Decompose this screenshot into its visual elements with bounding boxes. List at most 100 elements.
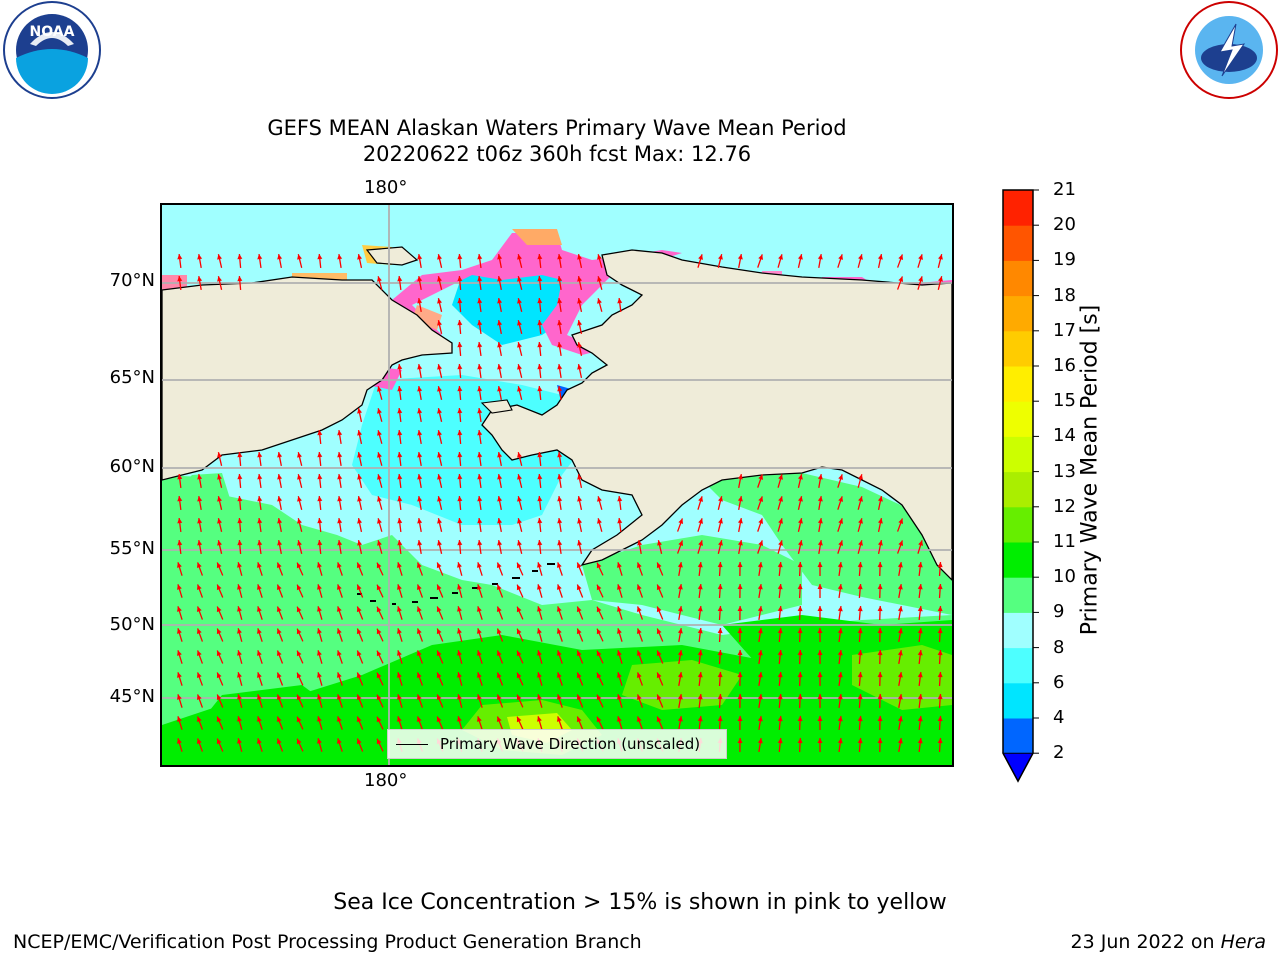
wave-arrow-head: [798, 540, 803, 546]
wave-arrow-head: [457, 342, 463, 348]
wave-arrow-head: [317, 738, 322, 744]
wave-arrow-head: [537, 386, 543, 392]
wave-arrow-head: [477, 496, 483, 502]
wave-arrow-head: [877, 716, 883, 722]
wave-arrow-head: [197, 496, 203, 502]
wave-arrow-head: [576, 716, 582, 723]
wave-arrow-head: [356, 650, 362, 657]
colorbar-tick-label: 8: [1053, 636, 1065, 658]
wave-arrow-head: [177, 606, 182, 612]
wave-arrow-head: [376, 694, 382, 701]
sea-ice-note: Sea Ice Concentration > 15% is shown in …: [333, 890, 947, 915]
wave-arrow-head: [397, 650, 402, 656]
wave-arrow-head: [758, 518, 764, 524]
wave-arrow-head: [257, 562, 262, 568]
wave-arrow-head: [317, 540, 323, 546]
wave-arrow-head: [858, 254, 863, 260]
wave-arrow-head: [457, 606, 462, 612]
wave-arrow-head: [698, 518, 703, 524]
wave-arrow-head: [357, 430, 363, 436]
wave-arrow-head: [177, 496, 183, 502]
wave-arrow-head: [757, 584, 763, 590]
wave-arrow-head: [697, 672, 703, 678]
wave-arrow-head: [477, 298, 483, 304]
wave-arrow-head: [436, 584, 442, 591]
wave-arrow-head: [596, 584, 602, 591]
wave-arrow-head: [357, 474, 363, 480]
wave-arrow-head: [216, 562, 222, 569]
wave-arrow-head: [376, 738, 382, 745]
wave-arrow-head: [217, 518, 222, 524]
wave-arrow-head: [216, 650, 222, 657]
wave-arrow-head: [737, 716, 743, 722]
wave-arrow-head: [397, 716, 402, 722]
wave-arrow-head: [257, 584, 262, 590]
wave-arrow-head: [177, 540, 183, 546]
colorbar-segment: [1003, 260, 1033, 297]
wave-arrow-head: [757, 650, 763, 656]
wave-arrow-head: [397, 364, 403, 370]
wave-arrow-head: [497, 364, 503, 370]
wave-arrow-head: [216, 628, 222, 635]
wave-arrow-head: [237, 672, 242, 678]
wave-arrow-head: [597, 298, 602, 304]
colorbar-tick-label: 10: [1053, 566, 1076, 588]
wave-arrow-head: [898, 518, 904, 524]
wave-arrow-head: [797, 584, 803, 590]
wave-arrow-head: [356, 606, 362, 613]
wave-arrow-head: [858, 518, 863, 524]
wave-arrow-head: [778, 474, 783, 480]
wave-arrow-head: [417, 474, 423, 480]
wave-arrow-head: [277, 496, 283, 502]
wave-arrow-head: [217, 254, 222, 260]
wave-arrow-head: [817, 606, 823, 611]
colorbar-tick-label: 20: [1053, 214, 1076, 236]
aleutian-islands: [357, 563, 555, 605]
colorbar-segment: [1003, 225, 1033, 261]
wave-arrow-head: [537, 628, 542, 634]
wave-arrow-head: [257, 606, 262, 612]
wave-arrow-head: [377, 496, 382, 502]
colorbar-under-triangle: [1002, 752, 1034, 783]
wave-arrow-head: [697, 694, 703, 700]
wave-arrow-head: [817, 738, 823, 743]
wave-arrow-head: [357, 408, 363, 414]
wave-arrow-head: [477, 518, 483, 524]
wave-arrow-head: [196, 628, 202, 634]
wave-arrow-head: [656, 694, 662, 701]
wave-arrow-head: [537, 452, 543, 458]
wave-arrow-head: [477, 672, 482, 678]
wave-arrow-head: [577, 474, 583, 480]
wave-arrow-head: [297, 496, 302, 502]
wave-arrow-head: [557, 474, 563, 480]
lat-label-60: 60°N: [109, 456, 155, 477]
colorbar-tick-label: 2: [1053, 742, 1065, 764]
wave-arrow-head: [477, 540, 483, 546]
wave-arrow-head: [397, 386, 403, 392]
colorbar-tick-label: 16: [1053, 355, 1076, 376]
wave-arrow-head: [858, 474, 863, 480]
chart-title: GEFS MEAN Alaskan Waters Primary Wave Me…: [267, 116, 847, 140]
wave-arrow-head: [196, 694, 202, 700]
wave-arrow-head: [537, 584, 542, 590]
wave-arrow-head: [656, 606, 662, 613]
wave-arrow-head: [237, 254, 243, 260]
wave-arrow-head: [296, 562, 302, 569]
wave-arrow-head: [798, 518, 803, 524]
wave-arrow-head: [276, 650, 282, 657]
wave-arrow-head: [196, 738, 202, 744]
wave-arrow-head: [617, 518, 623, 524]
wave-arrow-head: [457, 562, 462, 568]
wave-arrow-head: [537, 650, 542, 656]
wave-arrow-head: [257, 738, 262, 744]
wave-arrow-head: [737, 738, 743, 744]
colorbar-segment: [1003, 295, 1033, 332]
wave-arrow-head: [777, 672, 783, 678]
wave-arrow-head: [276, 738, 282, 745]
wave-arrow-head: [276, 672, 282, 679]
wave-arrow-head: [317, 650, 322, 656]
wave-arrow-head: [677, 650, 683, 656]
legend-line-swatch: [396, 744, 428, 745]
wave-arrow-head: [557, 364, 563, 370]
wave-arrow-head: [497, 276, 503, 282]
